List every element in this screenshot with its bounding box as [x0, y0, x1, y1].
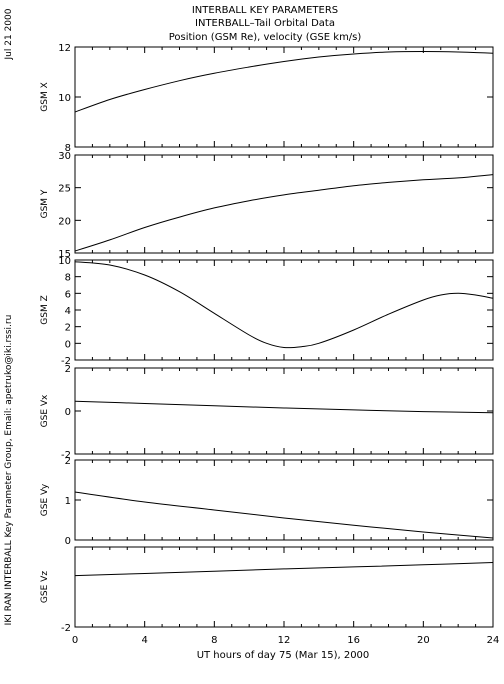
gse-vy-y-tick-label: 0 [65, 536, 71, 547]
figure-title-line2: INTERBALL–Tail Orbital Data [195, 18, 335, 29]
gse-vx-series-line [74, 400, 494, 414]
gsm-x-y-tick-label: 8 [65, 143, 71, 154]
gsm-z-y-tick-label: 2 [65, 323, 71, 334]
gsm-y-series-line [74, 174, 494, 252]
gsm-z-series-line [74, 261, 494, 349]
x-tick-label: 20 [417, 635, 430, 646]
gse-vx-y-tick-label: 0 [65, 407, 71, 418]
figure-title-line3: Position (GSM Re), velocity (GSE km/s) [169, 32, 362, 43]
gse-vy-y-tick-label: 2 [65, 456, 71, 467]
gse-vx-y-tick-label: -2 [61, 450, 71, 461]
x-axis-tick-labels: 0 4 8 12 16 20 24 [72, 635, 500, 646]
gsm-y-y-tick-label: 15 [58, 249, 71, 260]
x-tick-label: 24 [487, 635, 500, 646]
date-label: Jul 21 2000 [4, 8, 14, 60]
gse-vz-series-line [74, 562, 494, 577]
gsm-x-y-tick-label: 12 [58, 43, 71, 54]
x-axis-label: UT hours of day 75 (Mar 15), 2000 [197, 650, 370, 661]
gsm-y-y-tick-label: 25 [58, 184, 71, 195]
gsm-y-y-tick-label: 30 [58, 151, 71, 162]
gsm-z-axis-label: GSM Z [40, 295, 50, 324]
gse-vx-panel: -2 0 2 GSE Vx [40, 364, 494, 461]
gsm-z-y-tick-label: -2 [61, 356, 71, 367]
gsm-z-y-tick-label: 6 [65, 289, 71, 300]
gsm-z-panel: -2 0 2 4 6 8 10 GSM Z [40, 256, 494, 367]
gsm-z-y-tick-label: 4 [65, 306, 71, 317]
gse-vy-axis-label: GSE Vy [40, 483, 50, 516]
gsm-x-panel: 8 10 12 GSM X [40, 43, 494, 154]
gsm-x-axis-label: GSM X [40, 82, 50, 111]
gsm-y-axis-label: GSM Y [40, 189, 50, 218]
gsm-z-plot-frame [74, 259, 494, 361]
gsm-z-y-tick-label: 8 [65, 273, 71, 284]
gse-vx-axis-label: GSE Vx [40, 394, 50, 427]
gse-vz-panel: -2 GSE Vz [40, 546, 494, 634]
x-tick-label: 8 [211, 635, 217, 646]
gse-vz-plot-frame [74, 546, 494, 628]
gsm-z-y-tick-label: 10 [58, 256, 71, 267]
x-tick-label: 16 [347, 635, 360, 646]
credit-label: IKI RAN INTERBALL Key Parameter Group, E… [4, 315, 14, 626]
x-tick-label: 0 [72, 635, 78, 646]
gse-vz-axis-label: GSE Vz [40, 571, 50, 603]
gse-vy-y-tick-label: 1 [65, 496, 71, 507]
gse-vy-series-line [74, 491, 494, 539]
figure-title-line1: INTERBALL KEY PARAMETERS [192, 5, 338, 16]
gse-vy-plot-frame [74, 459, 494, 541]
gsm-y-plot-frame [74, 154, 494, 254]
gse-vy-panel: 0 1 2 GSE Vy [40, 456, 494, 547]
gsm-y-y-tick-label: 20 [58, 216, 71, 227]
gse-vx-y-tick-label: 2 [65, 364, 71, 375]
gsm-x-y-tick-label: 10 [58, 93, 71, 104]
gsm-z-y-tick-label: 0 [65, 339, 71, 350]
gsm-y-panel: 15 20 25 30 GSM Y [40, 151, 494, 260]
gsm-x-series-line [74, 50, 494, 113]
gse-vz-y-tick-label: -2 [61, 623, 71, 634]
x-tick-label: 12 [278, 635, 291, 646]
x-tick-label: 4 [141, 635, 147, 646]
gse-vx-plot-frame [74, 367, 494, 455]
